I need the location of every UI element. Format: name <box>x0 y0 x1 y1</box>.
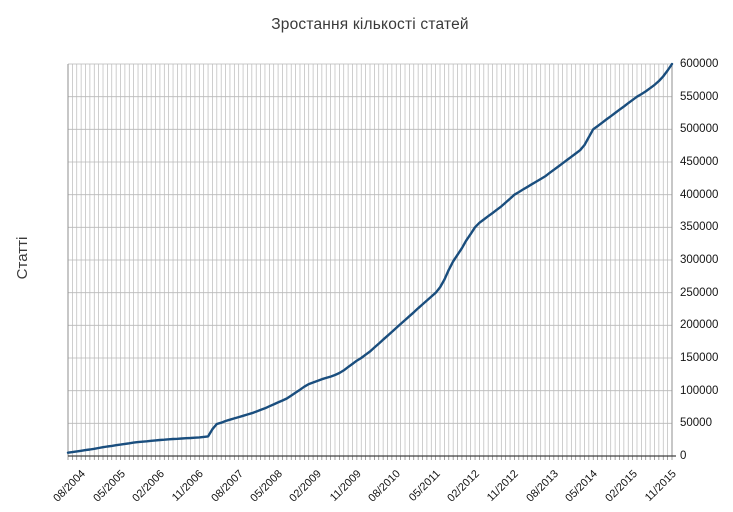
y-tick-label: 150000 <box>680 352 719 364</box>
y-tick-label: 250000 <box>680 286 719 299</box>
y-tick-label: 350000 <box>680 221 719 234</box>
y-tick-label: 450000 <box>680 156 719 168</box>
y-tick-label: 0 <box>680 450 687 462</box>
y-tick-label: 400000 <box>680 188 719 201</box>
y-tick-label: 100000 <box>680 384 719 397</box>
y-tick-label: 200000 <box>680 319 719 332</box>
y-tick-label: 550000 <box>680 90 719 103</box>
y-tick-label: 300000 <box>680 254 719 266</box>
y-tick-label: 500000 <box>680 123 719 136</box>
y-tick-label: 50000 <box>680 417 712 430</box>
chart-title: Зростання кількості статей <box>271 16 469 33</box>
y-tick-label: 600000 <box>680 58 719 70</box>
articles-series-line <box>66 62 674 454</box>
